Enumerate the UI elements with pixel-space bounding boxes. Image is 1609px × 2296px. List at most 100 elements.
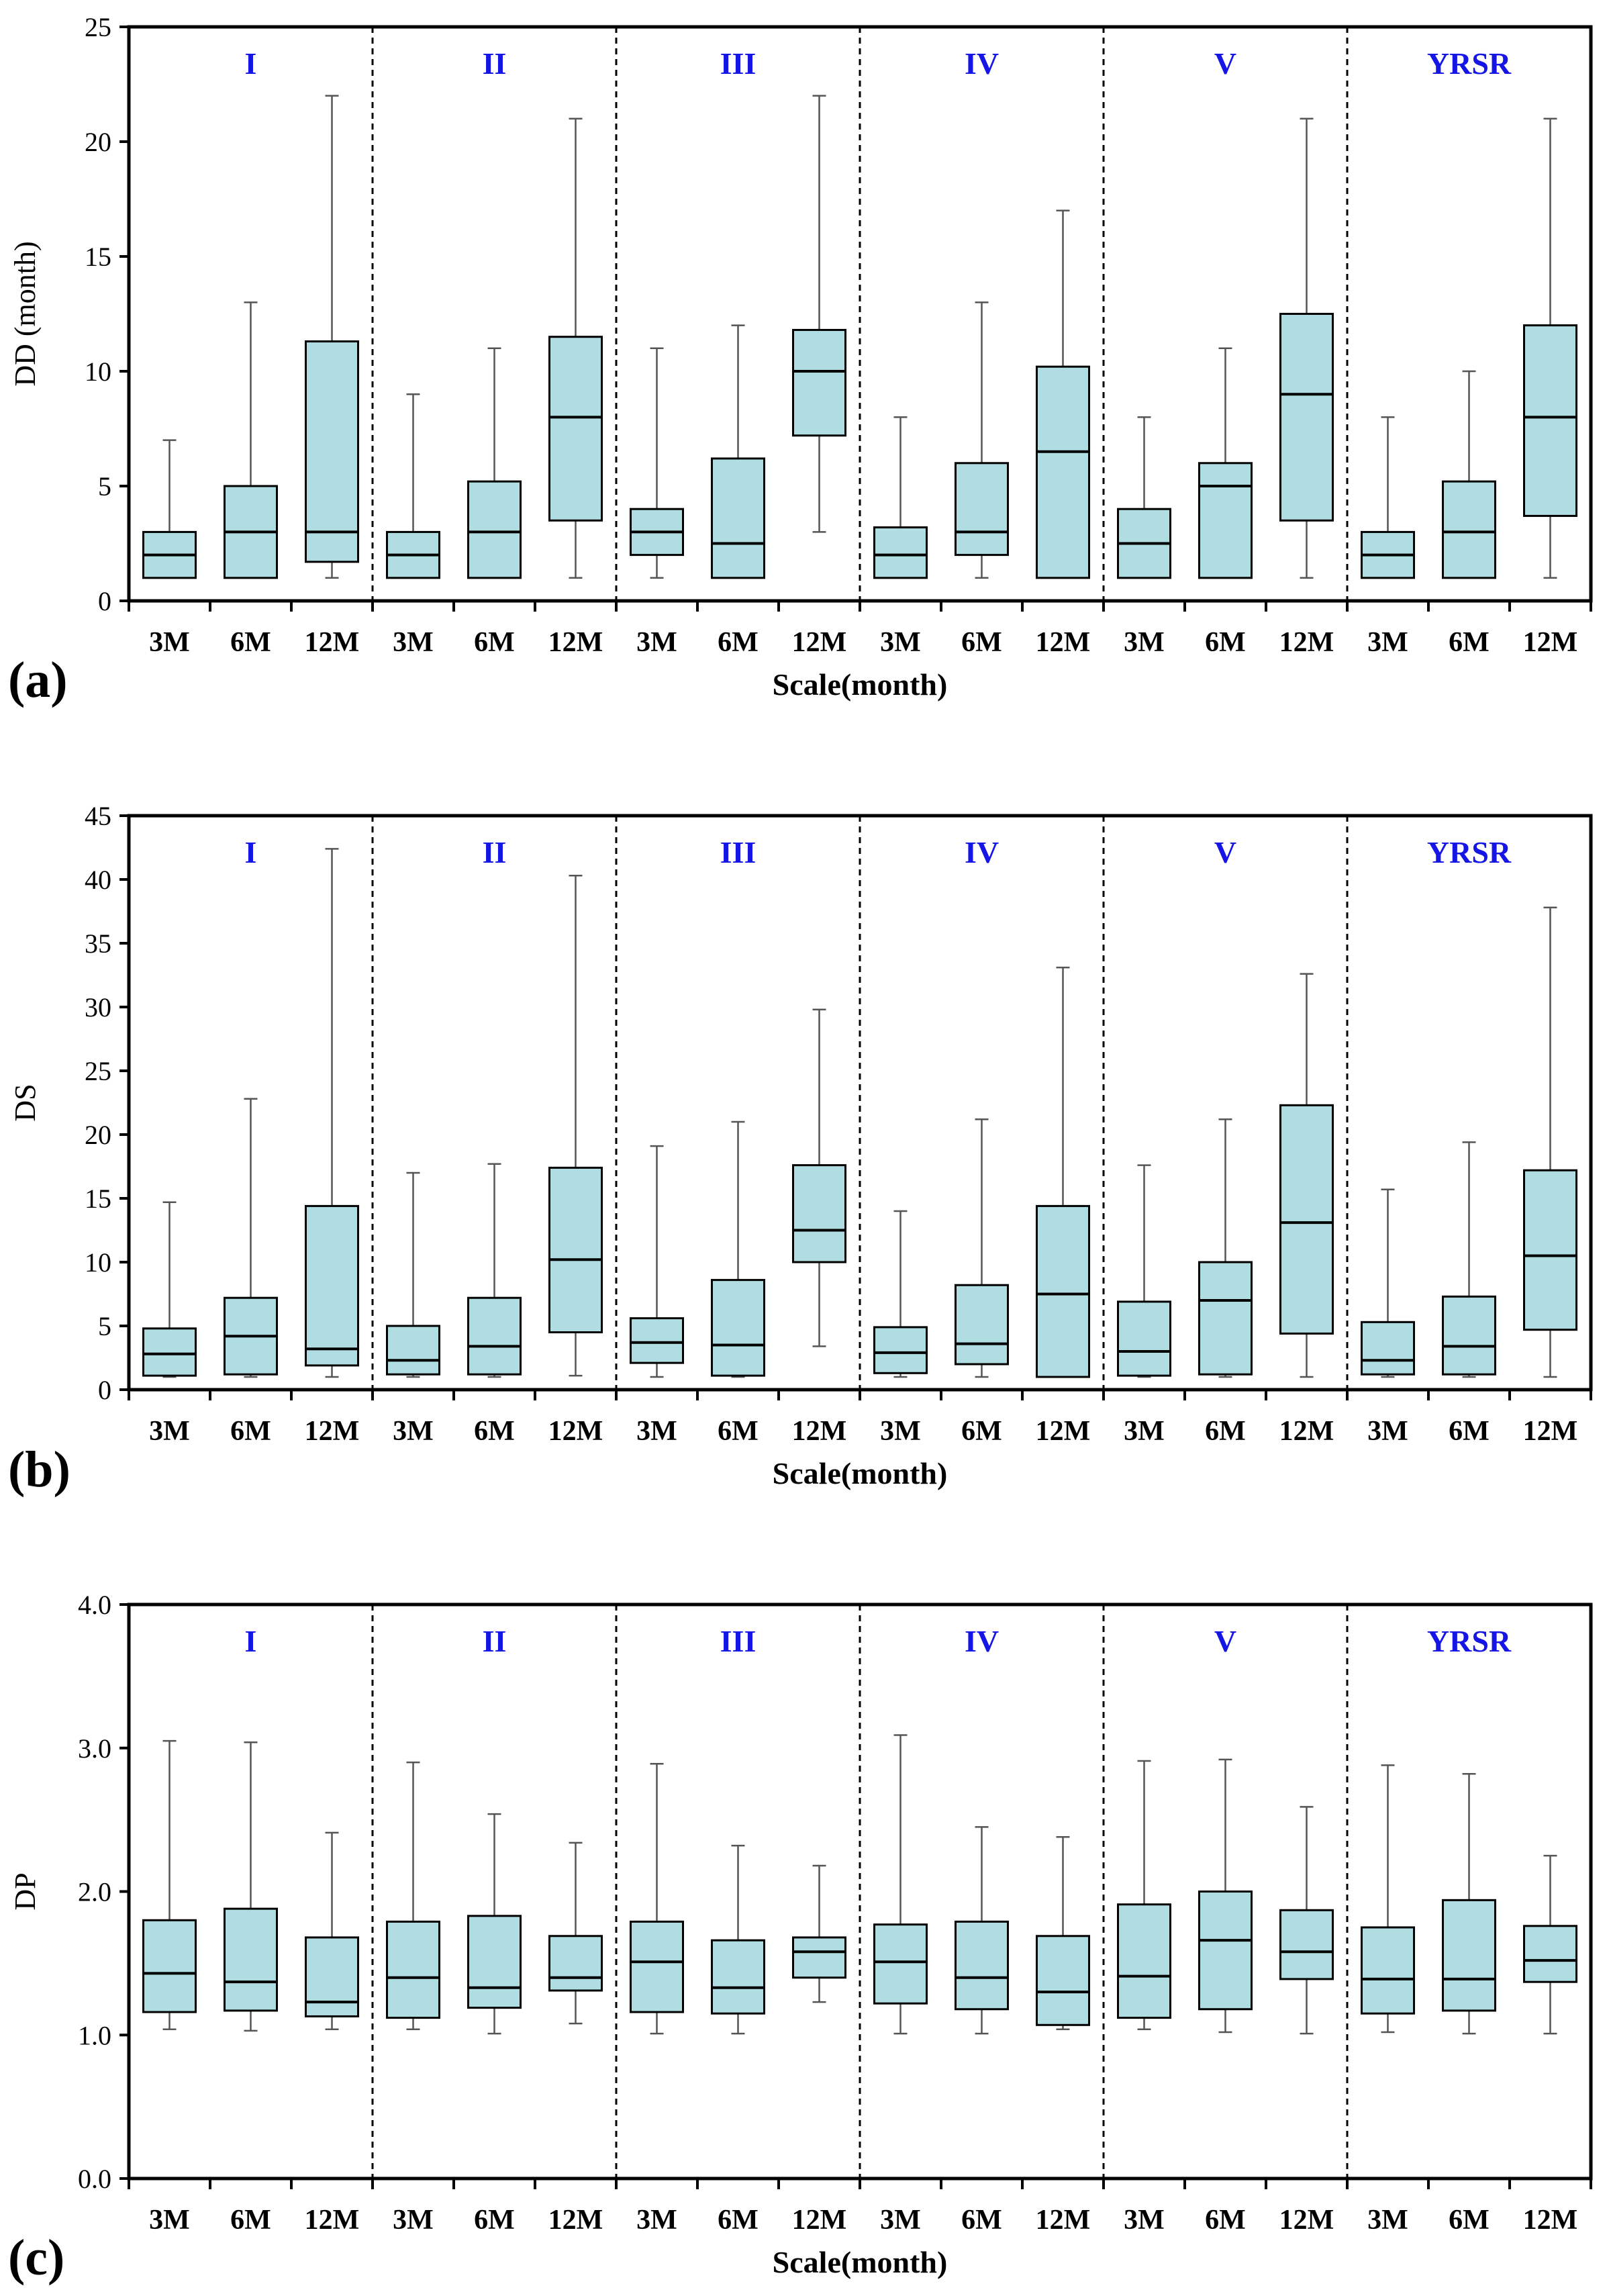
x-tick-label: 3M <box>636 1416 677 1447</box>
x-tick-label: 3M <box>880 1416 921 1447</box>
box-yrsr-12m <box>1523 906 1577 1378</box>
x-tick-label: 3M <box>636 2205 677 2236</box>
iqr-box <box>1361 1926 1415 2015</box>
iqr-box <box>873 526 928 579</box>
iqr-box <box>467 1296 522 1376</box>
iqr-box <box>467 480 522 579</box>
x-tick-label: 3M <box>1124 2205 1165 2236</box>
iqr-box <box>1523 1169 1577 1331</box>
iqr-box <box>873 1326 928 1374</box>
x-tick-label: 12M <box>1523 627 1578 658</box>
iqr-box <box>1442 480 1496 579</box>
region-label-ii: II <box>483 1624 507 1658</box>
region-label-iii: III <box>720 1624 757 1658</box>
region-label-ii: II <box>483 835 507 869</box>
box-v-3m <box>1117 1760 1171 2030</box>
x-tick-label: 3M <box>393 1416 434 1447</box>
x-tick-label: 6M <box>961 2205 1002 2236</box>
iqr-box <box>792 1936 846 1979</box>
y-tick-label: 35 <box>85 928 111 959</box>
x-tick-label: 3M <box>880 627 921 658</box>
region-label-iii: III <box>720 46 757 81</box>
region-label-v: V <box>1214 46 1236 81</box>
iqr-box <box>1036 365 1090 579</box>
box-i-3m <box>142 1739 197 2030</box>
box-i-12m <box>305 1831 359 2030</box>
x-tick-label: 12M <box>305 2205 360 2236</box>
x-tick-label: 12M <box>1523 2205 1578 2236</box>
iqr-box <box>1198 462 1253 579</box>
box-ii-12m <box>548 875 603 1377</box>
y-tick-label: 0 <box>98 1375 111 1405</box>
box-iv-3m <box>873 1734 928 2035</box>
y-tick-label: 10 <box>85 1247 111 1278</box>
iqr-box <box>1036 1935 1090 2026</box>
x-tick-label: 6M <box>961 1416 1002 1447</box>
x-tick-label: 6M <box>1449 627 1490 658</box>
x-tick-label: 3M <box>1124 1416 1165 1447</box>
region-label-i: I <box>245 46 257 81</box>
x-tick-label: 3M <box>393 627 434 658</box>
x-tick-label: 12M <box>1036 1416 1091 1447</box>
box-iii-6m <box>711 324 765 579</box>
y-tick-label: 20 <box>85 1120 111 1150</box>
x-tick-label: 3M <box>880 2205 921 2236</box>
iqr-box <box>142 1919 197 2013</box>
iqr-box <box>711 1279 765 1377</box>
box-iii-12m <box>792 95 846 533</box>
iqr-box <box>630 1920 684 2013</box>
x-tick-label: 6M <box>474 1416 515 1447</box>
box-v-6m <box>1198 347 1253 579</box>
box-iii-12m <box>792 1008 846 1347</box>
box-i-12m <box>305 95 359 579</box>
x-tick-label: 12M <box>548 627 603 658</box>
box-iv-6m <box>955 1826 1009 2035</box>
iqr-box <box>142 1327 197 1377</box>
y-tick-label: 30 <box>85 992 111 1022</box>
iqr-box <box>873 1923 928 2005</box>
box-v-6m <box>1198 1758 1253 2034</box>
box-v-3m <box>1117 416 1171 579</box>
iqr-box <box>305 340 359 563</box>
x-tick-label: 6M <box>1205 1416 1246 1447</box>
box-iii-12m <box>792 1864 846 2003</box>
y-tick-label: 45 <box>85 801 111 831</box>
iqr-box <box>1198 1261 1253 1376</box>
x-tick-label: 12M <box>548 2205 603 2236</box>
box-iv-3m <box>873 416 928 579</box>
region-label-yrsr: YRSR <box>1427 1624 1512 1658</box>
iqr-box <box>548 1166 603 1334</box>
iqr-box <box>305 1936 359 2017</box>
region-label-iv: IV <box>965 835 999 869</box>
x-tick-label: 12M <box>1523 1416 1578 1447</box>
y-tick-label: 3.0 <box>78 1733 111 1764</box>
iqr-box <box>1036 1204 1090 1378</box>
iqr-box <box>1117 1903 1171 2019</box>
region-label-v: V <box>1214 1624 1236 1658</box>
x-tick-label: 12M <box>1279 2205 1334 2236</box>
x-tick-label: 3M <box>149 1416 190 1447</box>
x-tick-label: 6M <box>1205 2205 1246 2236</box>
box-yrsr-3m <box>1361 1188 1415 1378</box>
y-tick-label: 5 <box>98 471 111 501</box>
box-iii-3m <box>630 1145 684 1378</box>
box-iii-6m <box>711 1120 765 1378</box>
x-tick-label: 3M <box>1367 1416 1408 1447</box>
x-tick-label: 12M <box>1279 627 1334 658</box>
box-yrsr-3m <box>1361 1764 1415 2034</box>
box-ii-3m <box>386 1761 440 2030</box>
x-tick-label: 3M <box>149 627 190 658</box>
region-label-yrsr: YRSR <box>1427 46 1512 81</box>
x-tick-label: 12M <box>1036 627 1091 658</box>
x-axis-title: Scale(month) <box>773 1456 948 1490</box>
box-v-3m <box>1117 1164 1171 1378</box>
iqr-box <box>548 1935 603 1992</box>
iqr-box <box>467 1915 522 2009</box>
iqr-box <box>955 1284 1009 1366</box>
region-label-i: I <box>245 1624 257 1658</box>
x-tick-label: 3M <box>149 2205 190 2236</box>
x-tick-label: 6M <box>474 627 515 658</box>
x-tick-label: 6M <box>1449 1416 1490 1447</box>
